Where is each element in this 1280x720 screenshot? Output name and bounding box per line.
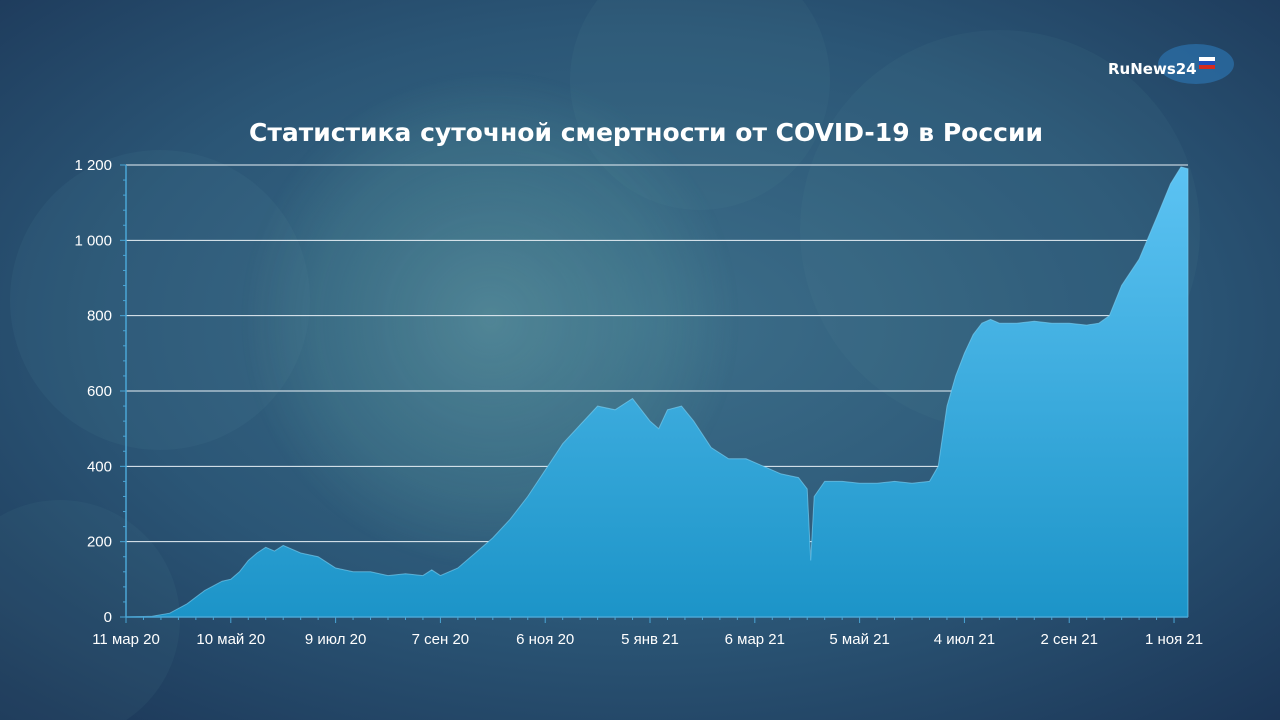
y-tick-label: 600 [87,383,112,400]
x-tick-label: 6 ноя 20 [516,631,574,648]
x-tick-label: 5 янв 21 [621,631,679,648]
flag-white-stripe [1199,57,1215,61]
flag-red-stripe [1199,65,1215,69]
y-tick-label: 400 [87,458,112,475]
series-area [126,166,1188,617]
y-tick-label: 0 [104,609,112,626]
y-tick-label: 1 200 [74,157,112,174]
y-tick-label: 200 [87,534,112,551]
flag-blue-stripe [1199,61,1215,65]
x-tick-label: 2 сен 21 [1040,631,1098,648]
x-tick-label: 1 ноя 21 [1145,631,1203,648]
series-line [125,166,1189,618]
russia-map-icon [1158,44,1234,84]
x-tick-label: 7 сен 20 [412,631,470,648]
plot-area: 0 200 400 600 800 1 000 1 200 11 мар 20 10 май 2… [74,157,1203,648]
x-tick-label: 5 май 21 [829,631,889,648]
x-tick-label: 10 май 20 [196,631,265,648]
x-tick-label: 6 мар 21 [725,631,785,648]
brand-logo: RuNews24 [1108,44,1234,84]
chart-title: Статистика суточной смертности от COVID-… [249,118,1043,147]
x-tick-label: 11 мар 20 [92,631,160,648]
x-tick-label: 9 июл 20 [305,631,366,648]
y-tick-label: 1 000 [74,232,112,249]
x-tick-label: 4 июл 21 [934,631,995,648]
brand-name: RuNews24 [1108,60,1197,78]
y-tick-label: 800 [87,308,112,325]
